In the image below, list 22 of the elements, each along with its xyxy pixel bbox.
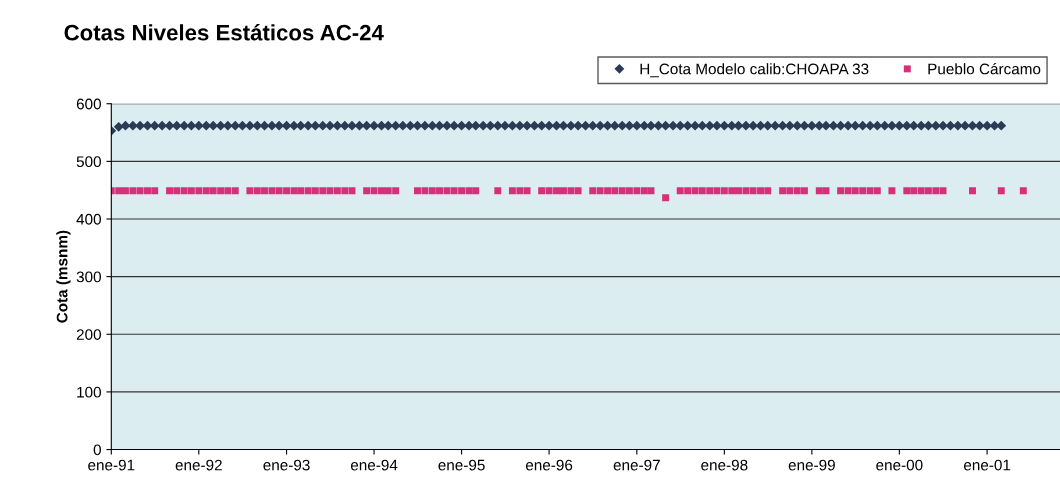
chart-title: Cotas Niveles Estáticos AC-24	[64, 24, 384, 41]
x-tick-label: ene-95	[438, 459, 485, 471]
legend-label: H_Cota Modelo calib:CHOAPA 33	[640, 63, 869, 78]
x-tick-label: ene-93	[263, 459, 310, 471]
y-tick-label: 200	[76, 329, 101, 340]
x-tick-label: ene-99	[788, 459, 835, 471]
x-tick-label: ene-01	[963, 459, 1011, 471]
y-tick-label: 400	[76, 213, 101, 225]
x-tick-label: ene-94	[350, 459, 398, 471]
x-tick-label: ene-00	[876, 459, 923, 471]
x-tick-label: ene-92	[175, 459, 222, 471]
y-tick-label: 100	[77, 386, 101, 398]
y-tick-label: 500	[76, 156, 101, 168]
legend-label: Pueblo Cárcamo	[928, 62, 1041, 75]
y-axis-title: Cota (msnm)	[56, 230, 71, 323]
x-tick-label: ene-96	[525, 459, 573, 471]
x-tick-label: ene-97	[613, 459, 660, 471]
x-tick-label: ene-98	[701, 459, 748, 471]
y-tick-label: 0	[93, 444, 101, 456]
y-tick-label: 600	[76, 98, 101, 110]
x-tick-label: ene-91	[88, 459, 135, 471]
y-tick-label: 300	[76, 271, 101, 283]
